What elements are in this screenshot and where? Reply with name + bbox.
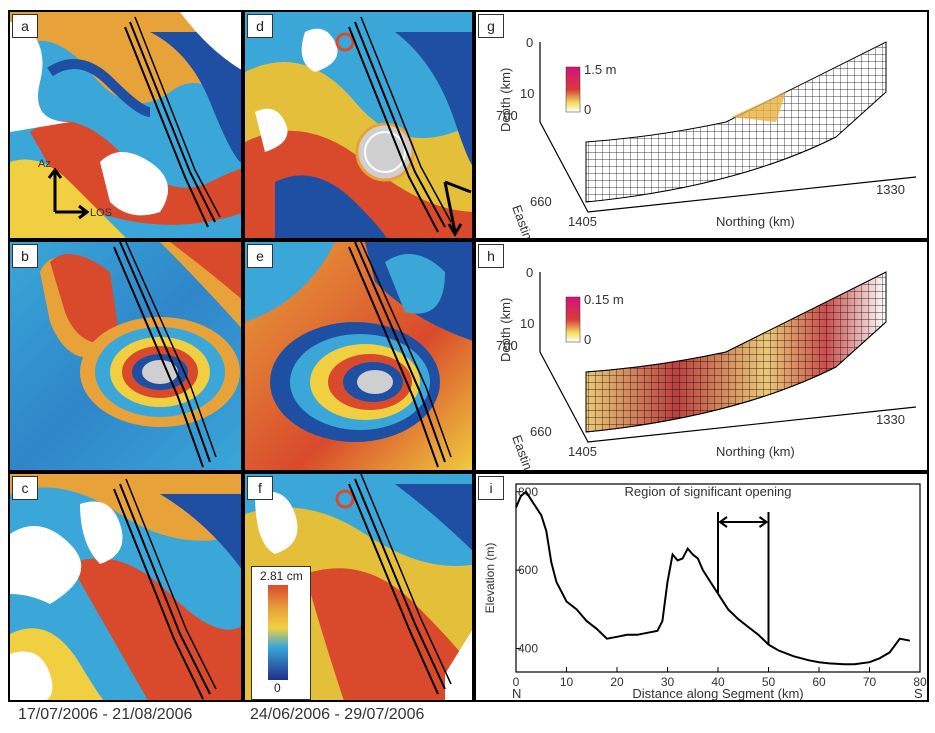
date-range-left: 17/07/2006 - 21/08/2006	[18, 706, 193, 723]
northing-1330: 1330	[876, 182, 905, 197]
colorbar-ramp	[268, 585, 288, 680]
panel-c-residual	[10, 474, 241, 700]
panel-c: c	[8, 472, 243, 702]
elevation-profile-line	[515, 490, 911, 666]
panel-e: e	[243, 240, 474, 472]
panel-label: h	[478, 244, 504, 268]
depth-10: 10	[520, 86, 534, 101]
panel-label: c	[12, 476, 38, 500]
northing-1330: 1330	[876, 412, 905, 427]
easting-700: 700	[496, 338, 518, 353]
panel-g-fault-model: 1.5 m 0 0 10 Depth (km) 700 Easting (km)…	[496, 35, 917, 238]
scale-max: 0.15 m	[584, 292, 624, 307]
panel-a: Az LOS a	[8, 10, 243, 240]
az-label: Az	[38, 158, 51, 170]
colorbar: 2.81 cm 0	[251, 566, 311, 700]
panel-h: 0.15 m 0 0 10 Depth (km) 700 Easting (km…	[474, 240, 929, 472]
panel-label: f	[247, 476, 273, 500]
depth-0: 0	[526, 265, 533, 280]
x-tick-label: 20	[610, 675, 624, 689]
northing-1405: 1405	[568, 214, 597, 229]
panel-label: d	[247, 14, 273, 38]
y-tick-label: 600	[518, 563, 538, 577]
panel-b-model-interferogram	[10, 242, 241, 470]
x-tick-label: 10	[560, 675, 574, 689]
panel-f-residual	[245, 474, 472, 700]
northing-label: Northing (km)	[716, 444, 795, 459]
panel-f: 2.81 cm 0 f	[243, 472, 474, 702]
panel-e-model-interferogram	[245, 242, 472, 470]
panel-label: b	[12, 244, 38, 268]
scale-min: 0	[584, 332, 591, 347]
panel-label: g	[478, 14, 504, 38]
north-end-label: N	[512, 686, 521, 701]
easting-660: 660	[530, 194, 552, 209]
x-tick-label: 70	[863, 675, 877, 689]
x-axis-label: Distance along Segment (km)	[632, 686, 803, 701]
panel-i: 0 10 20 30 40 50 60 70 80 400 600 800 Region of si…	[474, 472, 929, 702]
x-tick-label: 60	[812, 675, 826, 689]
panel-d: d	[243, 10, 474, 240]
panel-g: 1.5 m 0 0 10 Depth (km) 700 Easting (km)…	[474, 10, 929, 240]
chart-title: Region of significant opening	[625, 484, 792, 499]
northing-1405: 1405	[568, 444, 597, 459]
colorbar-max: 2.81 cm	[260, 569, 303, 583]
scale-min: 0	[584, 102, 591, 117]
easting-660: 660	[530, 424, 552, 439]
opening-region-arrow	[718, 516, 769, 528]
panel-label: e	[247, 244, 273, 268]
easting-700: 700	[496, 108, 518, 123]
panel-b: b	[8, 240, 243, 472]
panel-label: i	[478, 476, 504, 500]
x-tick-label: 40	[711, 675, 725, 689]
panel-d-interferogram	[245, 12, 472, 238]
x-tick-label: 30	[661, 675, 675, 689]
x-tick-label: 50	[762, 675, 776, 689]
depth-10: 10	[520, 316, 534, 331]
panel-a-interferogram: Az LOS	[10, 12, 241, 238]
panel-label: a	[12, 14, 38, 38]
date-range-right: 24/06/2006 - 29/07/2006	[250, 706, 425, 723]
northing-label: Northing (km)	[716, 214, 795, 229]
x-tick-label: 80	[913, 675, 927, 689]
y-axis-label: Elevation (m)	[483, 543, 497, 614]
x-tick-label: 0	[513, 675, 520, 689]
south-end-label: S	[914, 686, 923, 701]
colorbar-min: 0	[274, 681, 281, 695]
depth-0: 0	[526, 35, 533, 50]
los-label: LOS	[90, 207, 112, 219]
depth-label: Depth (km)	[498, 298, 513, 362]
panel-h-fault-model: 0.15 m 0 0 10 Depth (km) 700 Easting (km…	[496, 265, 917, 470]
depth-label: Depth (km)	[498, 68, 513, 132]
y-tick-label: 400	[518, 642, 538, 656]
scale-max: 1.5 m	[584, 62, 617, 77]
